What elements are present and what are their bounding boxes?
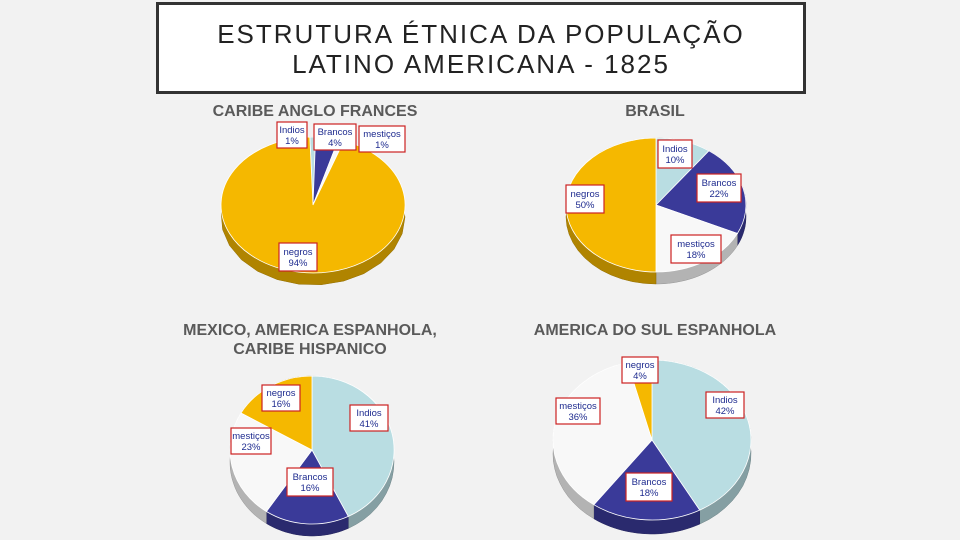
slide-title-line-1: ESTRUTURA ÉTNICA DA POPULAÇÃO xyxy=(217,19,745,49)
pie-label-name: Indios xyxy=(662,144,688,155)
chart-title-mexico-line-1: MEXICO, AMERICA ESPANHOLA, xyxy=(183,322,437,339)
chart-title-america-do-sul-espanhola: AMERICA DO SUL ESPANHOLA xyxy=(533,322,777,339)
pie-label-value: 94% xyxy=(288,258,308,269)
slide-title-line-2: LATINO AMERICANA - 1825 xyxy=(292,49,670,79)
chart-title-mexico-line-2: CARIBE HISPANICO xyxy=(233,341,387,358)
pie-label-name: Indios xyxy=(712,395,738,406)
pie-label-name: mestiços xyxy=(232,431,270,442)
pie-label-name: negros xyxy=(570,189,599,200)
pie-label-value: 18% xyxy=(639,488,659,499)
slide-title-box: ESTRUTURA ÉTNICA DA POPULAÇÃO LATINO AME… xyxy=(156,2,806,94)
pie-label-name: Brancos xyxy=(293,472,328,483)
chart-title-caribe-anglo-frances: CARIBE ANGLO FRANCES xyxy=(212,103,418,120)
pie-label-name: negros xyxy=(266,388,295,399)
pie-label-value: 23% xyxy=(241,442,261,453)
pie-label-name: mestiços xyxy=(363,129,401,140)
pie-label-value: 4% xyxy=(633,371,647,382)
pie-label-value: 16% xyxy=(300,483,320,494)
pie-slice-negros xyxy=(220,136,406,274)
pie-label-value: 10% xyxy=(665,155,685,166)
pie-label-name: negros xyxy=(625,360,654,371)
pie-label-name: Brancos xyxy=(318,127,353,138)
pie-label-value: 50% xyxy=(575,200,595,211)
pie-label-value: 4% xyxy=(328,138,342,149)
pie-label-name: Indios xyxy=(356,408,382,419)
pie-label-value: 36% xyxy=(568,412,588,423)
pie-label-name: mestiços xyxy=(677,239,715,250)
pie-label-value: 22% xyxy=(709,189,729,200)
pie-label-name: negros xyxy=(283,247,312,258)
pie-label-value: 1% xyxy=(375,140,389,151)
chart-title-brasil: BRASIL xyxy=(625,103,685,120)
pie-label-value: 41% xyxy=(359,419,379,430)
pie-label-value: 16% xyxy=(271,399,291,410)
pie-label-name: Indios xyxy=(279,125,305,136)
pie-label-value: 1% xyxy=(285,136,299,147)
pie-label-name: mestiços xyxy=(559,401,597,412)
pie-label-name: Brancos xyxy=(632,477,667,488)
chart-title-mexico-america-espanhola: MEXICO, AMERICA ESPANHOLA, CARIBE HISPAN… xyxy=(150,321,470,359)
pie-label-value: 42% xyxy=(715,406,735,417)
pie-label-value: 18% xyxy=(686,250,706,261)
pie-label-name: Brancos xyxy=(702,178,737,189)
